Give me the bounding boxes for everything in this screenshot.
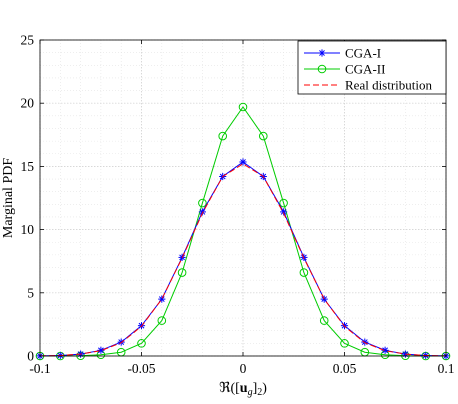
- axis-ticks: -0.1 -0.05 0 0.05 0.1 0 5 10 15 20 25: [21, 33, 455, 377]
- legend-entry: Real distribution: [304, 78, 433, 93]
- y-axis-label: Marginal PDF: [1, 158, 16, 238]
- x-tick-label: 0: [240, 361, 247, 376]
- x-tick-label: 0.05: [333, 361, 357, 376]
- data-point: [319, 316, 329, 325]
- data-point: [198, 198, 207, 208]
- x-axis-label-close: ]: [253, 381, 258, 396]
- x-tick-label: 0.1: [438, 361, 455, 376]
- data-point: [239, 158, 247, 166]
- series-cga-ii: [35, 102, 451, 361]
- x-tick-label: -0.1: [29, 361, 50, 376]
- data-point: [238, 102, 248, 112]
- data-point: [198, 208, 206, 216]
- x-axis-label-sub1: g: [248, 387, 253, 398]
- legend-label: CGA-II: [345, 62, 385, 77]
- x-axis-label-sub2: 2: [257, 387, 262, 398]
- data-point: [158, 295, 166, 303]
- y-tick-label: 25: [21, 33, 35, 48]
- series-group: [35, 102, 451, 361]
- x-axis-label-prefix: ℜ([: [219, 381, 240, 396]
- y-tick-label: 0: [27, 349, 34, 364]
- data-point: [299, 268, 309, 277]
- data-point: [218, 131, 227, 141]
- legend-marker: [318, 49, 326, 57]
- series-real-distribution: [39, 163, 447, 357]
- data-point: [157, 316, 167, 325]
- legend-entry: CGA-II: [304, 62, 385, 77]
- x-axis-label: ℜ([ug]2): [219, 381, 267, 398]
- data-point: [177, 268, 187, 277]
- legend-marker: [317, 64, 327, 74]
- y-tick-label: 5: [27, 285, 34, 300]
- series-line: [39, 163, 447, 357]
- x-tick-label: -0.05: [127, 361, 155, 376]
- data-point: [381, 346, 389, 354]
- legend-entry: CGA-I: [304, 46, 381, 61]
- data-point: [97, 346, 105, 354]
- series-line: [40, 106, 446, 357]
- y-tick-label: 10: [21, 222, 35, 237]
- y-tick-label: 20: [21, 96, 35, 111]
- data-point: [259, 131, 268, 141]
- data-point: [137, 339, 146, 348]
- x-axis-label-suffix: ): [262, 381, 267, 396]
- legend-label: Real distribution: [345, 78, 433, 93]
- data-point: [279, 198, 288, 208]
- x-axis-label-bold: u: [240, 381, 248, 396]
- y-tick-label: 15: [21, 159, 35, 174]
- data-point: [340, 339, 349, 348]
- legend-label: CGA-I: [345, 46, 381, 61]
